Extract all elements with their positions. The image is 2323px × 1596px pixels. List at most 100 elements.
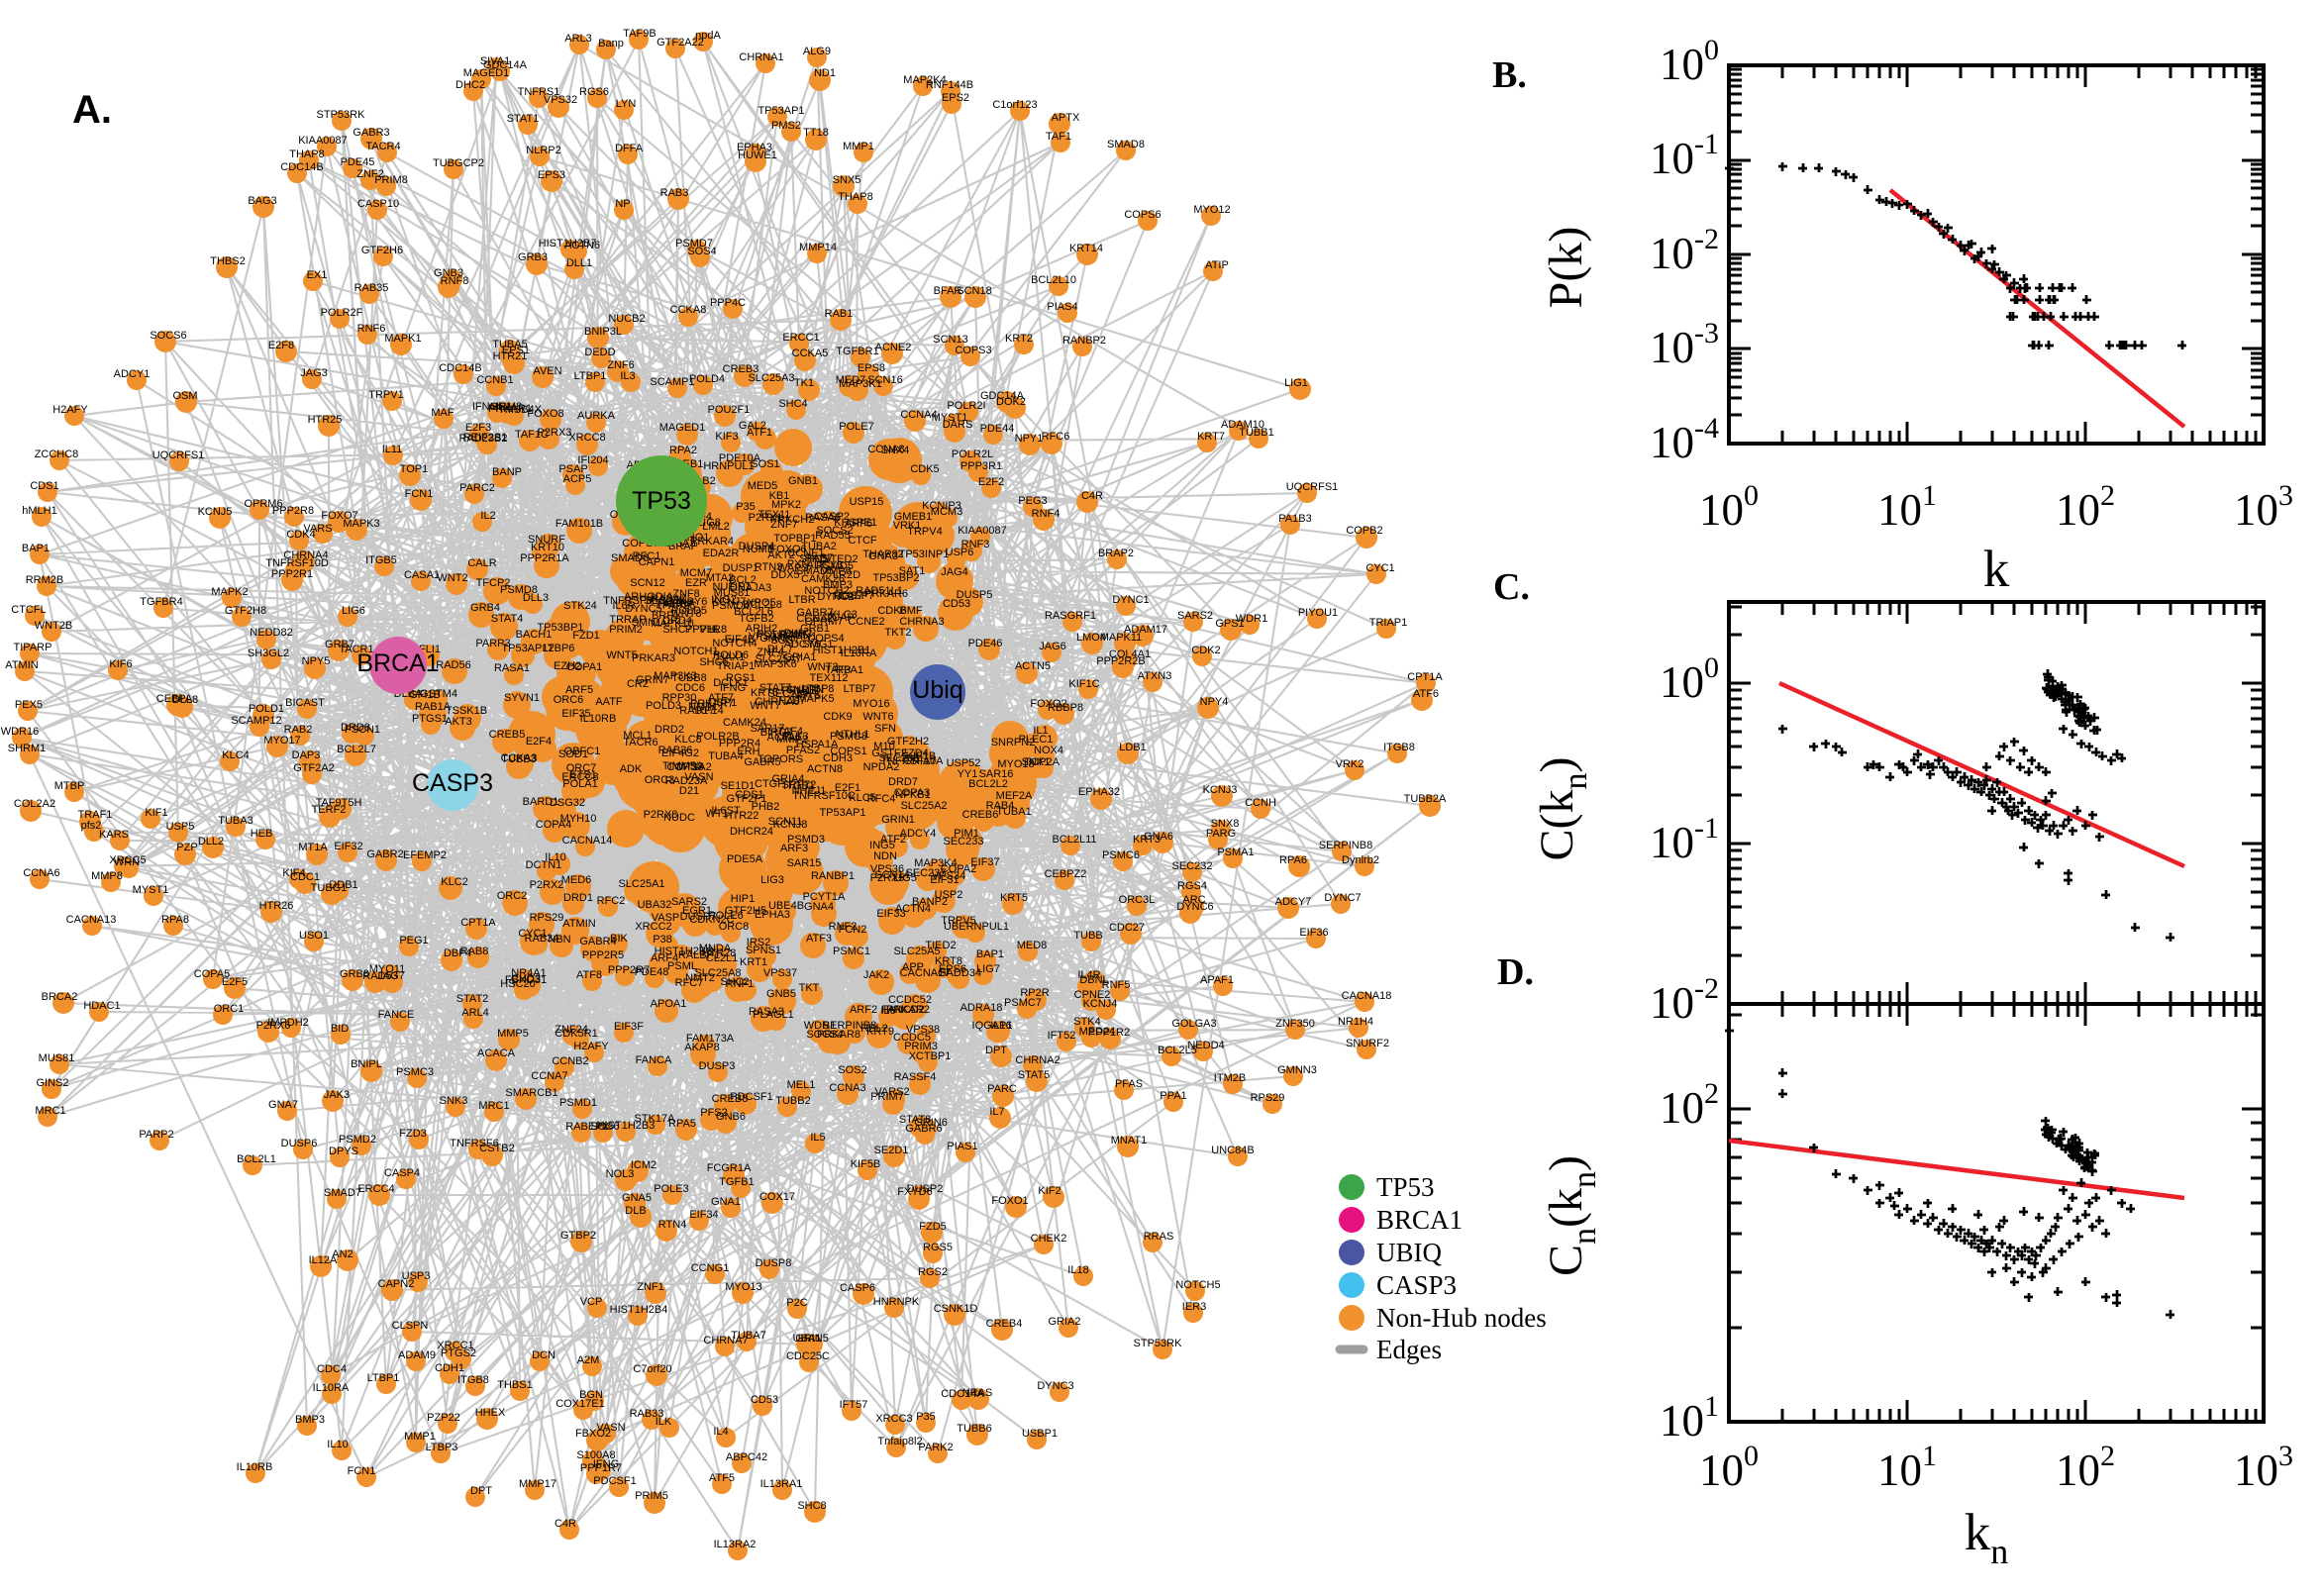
svg-text:JAG7: JAG7 <box>377 970 405 982</box>
svg-text:EPHA3: EPHA3 <box>737 142 772 153</box>
svg-text:Ubiq: Ubiq <box>912 676 962 704</box>
svg-text:NTHL1: NTHL1 <box>836 729 870 741</box>
svg-text:ERH: ERH <box>737 746 759 757</box>
svg-text:AKAP8: AKAP8 <box>684 1042 719 1053</box>
svg-text:ZNF24: ZNF24 <box>555 1024 588 1036</box>
svg-text:COX17E1: COX17E1 <box>556 1398 605 1410</box>
svg-text:VRK1: VRK1 <box>893 520 922 532</box>
svg-text:PARK2: PARK2 <box>918 1442 953 1453</box>
svg-text:DCTN1: DCTN1 <box>526 859 562 871</box>
svg-text:STK4: STK4 <box>1073 1016 1101 1028</box>
svg-text:RPA1: RPA1 <box>836 664 863 676</box>
svg-text:PRKAR7: PRKAR7 <box>690 698 734 710</box>
svg-text:BCL2L11: BCL2L11 <box>1052 834 1096 846</box>
svg-text:TUBA5: TUBA5 <box>492 339 527 350</box>
svg-text:MAPK10: MAPK10 <box>651 618 693 630</box>
svg-text:SLC25A7: SLC25A7 <box>755 653 801 665</box>
svg-text:WNT7: WNT7 <box>750 700 780 712</box>
svg-text:SNURF2: SNURF2 <box>1346 1038 1389 1049</box>
svg-text:NEDD4: NEDD4 <box>1187 1040 1224 1051</box>
svg-text:VHL: VHL <box>699 624 720 636</box>
svg-text:SPNS1: SPNS1 <box>746 945 781 956</box>
svg-text:PARC2: PARC2 <box>459 482 495 494</box>
svg-text:RASA7: RASA7 <box>651 593 686 605</box>
svg-text:STAT2: STAT2 <box>456 993 489 1005</box>
svg-text:KIF1B: KIF1B <box>906 750 937 762</box>
svg-text:RAD23A: RAD23A <box>665 775 708 787</box>
svg-text:KIF6: KIF6 <box>109 658 132 670</box>
svg-text:TP53AP12: TP53AP12 <box>501 643 554 654</box>
svg-text:UQCRFS1: UQCRFS1 <box>1286 481 1339 493</box>
svg-text:CYC1: CYC1 <box>1365 562 1394 574</box>
svg-text:MAPK5: MAPK5 <box>797 693 834 705</box>
svg-text:VPS33: VPS33 <box>749 631 782 643</box>
svg-text:SNRPN2: SNRPN2 <box>991 737 1036 748</box>
svg-text:LMO4: LMO4 <box>1076 632 1106 644</box>
svg-text:IMPDH2: IMPDH2 <box>267 1017 309 1029</box>
svg-text:KIF3: KIF3 <box>715 431 738 443</box>
svg-text:KLC3: KLC3 <box>830 609 858 621</box>
svg-text:BRCA1: BRCA1 <box>356 649 439 677</box>
svg-text:DYNC3: DYNC3 <box>1037 1380 1073 1392</box>
svg-text:FANCA: FANCA <box>636 1054 672 1066</box>
svg-text:PLAGL1: PLAGL1 <box>753 1009 794 1021</box>
svg-text:MAPK2: MAPK2 <box>211 586 248 598</box>
svg-text:DYNC2: DYNC2 <box>817 591 854 603</box>
svg-text:KLC8: KLC8 <box>674 734 702 746</box>
svg-text:TP53INP1: TP53INP1 <box>899 549 950 560</box>
svg-text:SFN: SFN <box>874 723 896 735</box>
svg-text:ORC3: ORC3 <box>645 774 675 786</box>
svg-text:EZR: EZR <box>685 577 707 589</box>
svg-text:ORC8: ORC8 <box>719 921 750 933</box>
svg-text:CASP2: CASP2 <box>814 511 850 523</box>
svg-text:MAGED1: MAGED1 <box>463 67 509 79</box>
svg-text:NPY5: NPY5 <box>302 655 331 667</box>
svg-text:DRD8: DRD8 <box>341 722 370 734</box>
svg-text:RGS6: RGS6 <box>579 86 609 98</box>
svg-text:BARD1: BARD1 <box>523 796 559 808</box>
svg-text:TP53BP2: TP53BP2 <box>872 572 919 584</box>
svg-text:KRT9: KRT9 <box>866 1026 894 1038</box>
svg-text:BIK: BIK <box>610 933 628 945</box>
svg-text:AN2: AN2 <box>332 1248 353 1260</box>
svg-text:SMARCB1: SMARCB1 <box>505 1087 557 1099</box>
svg-text:P2RX1: P2RX1 <box>749 512 783 524</box>
svg-text:PARG: PARG <box>1206 828 1236 840</box>
svg-text:PRIM7: PRIM7 <box>870 1091 904 1103</box>
svg-text:PSMD8: PSMD8 <box>500 584 538 596</box>
svg-text:CAPN1: CAPN1 <box>639 556 675 568</box>
svg-text:GABR4: GABR4 <box>579 936 616 948</box>
svg-text:ABPC42: ABPC42 <box>726 1451 767 1463</box>
svg-text:SLC25A2: SLC25A2 <box>900 800 947 812</box>
svg-text:E2F8: E2F8 <box>268 340 294 351</box>
svg-text:FZD5: FZD5 <box>919 1221 947 1233</box>
svg-text:GOLGA3: GOLGA3 <box>1171 1018 1216 1030</box>
svg-text:GRIN5: GRIN5 <box>795 1333 829 1345</box>
svg-text:WAPS: WAPS <box>777 562 809 574</box>
svg-text:ERCC4: ERCC4 <box>357 1183 394 1195</box>
svg-text:IL13RA1: IL13RA1 <box>760 1478 803 1490</box>
svg-text:COPS1: COPS1 <box>830 746 866 757</box>
svg-text:NOTCH5: NOTCH5 <box>1175 1279 1220 1291</box>
svg-text:RASA6: RASA6 <box>805 512 841 524</box>
svg-text:GTF2F1: GTF2F1 <box>727 793 767 805</box>
svg-text:FCN1: FCN1 <box>405 488 434 500</box>
svg-text:SNX8: SNX8 <box>1211 818 1240 830</box>
svg-text:THAP82: THAP82 <box>862 549 904 560</box>
svg-text:DPT: DPT <box>985 1045 1007 1056</box>
svg-text:MED6: MED6 <box>561 874 592 886</box>
svg-text:FAM173A: FAM173A <box>686 1033 735 1045</box>
svg-text:DUSP3: DUSP3 <box>699 1060 736 1072</box>
svg-text:P38: P38 <box>653 934 672 946</box>
svg-text:DRD2: DRD2 <box>655 724 684 736</box>
svg-text:GABR2: GABR2 <box>366 848 403 860</box>
svg-text:RPA2: RPA2 <box>669 445 697 456</box>
svg-text:TUBB3: TUBB3 <box>501 753 536 765</box>
svg-text:KRT1: KRT1 <box>740 956 767 968</box>
svg-text:CDC6: CDC6 <box>675 682 705 694</box>
svg-text:GADD34: GADD34 <box>938 967 981 979</box>
svg-text:DBNL: DBNL <box>1079 974 1108 986</box>
svg-text:MT1A2: MT1A2 <box>676 761 711 773</box>
svg-text:FOXO1: FOXO1 <box>991 1195 1028 1207</box>
svg-text:KRT2: KRT2 <box>1005 333 1033 345</box>
